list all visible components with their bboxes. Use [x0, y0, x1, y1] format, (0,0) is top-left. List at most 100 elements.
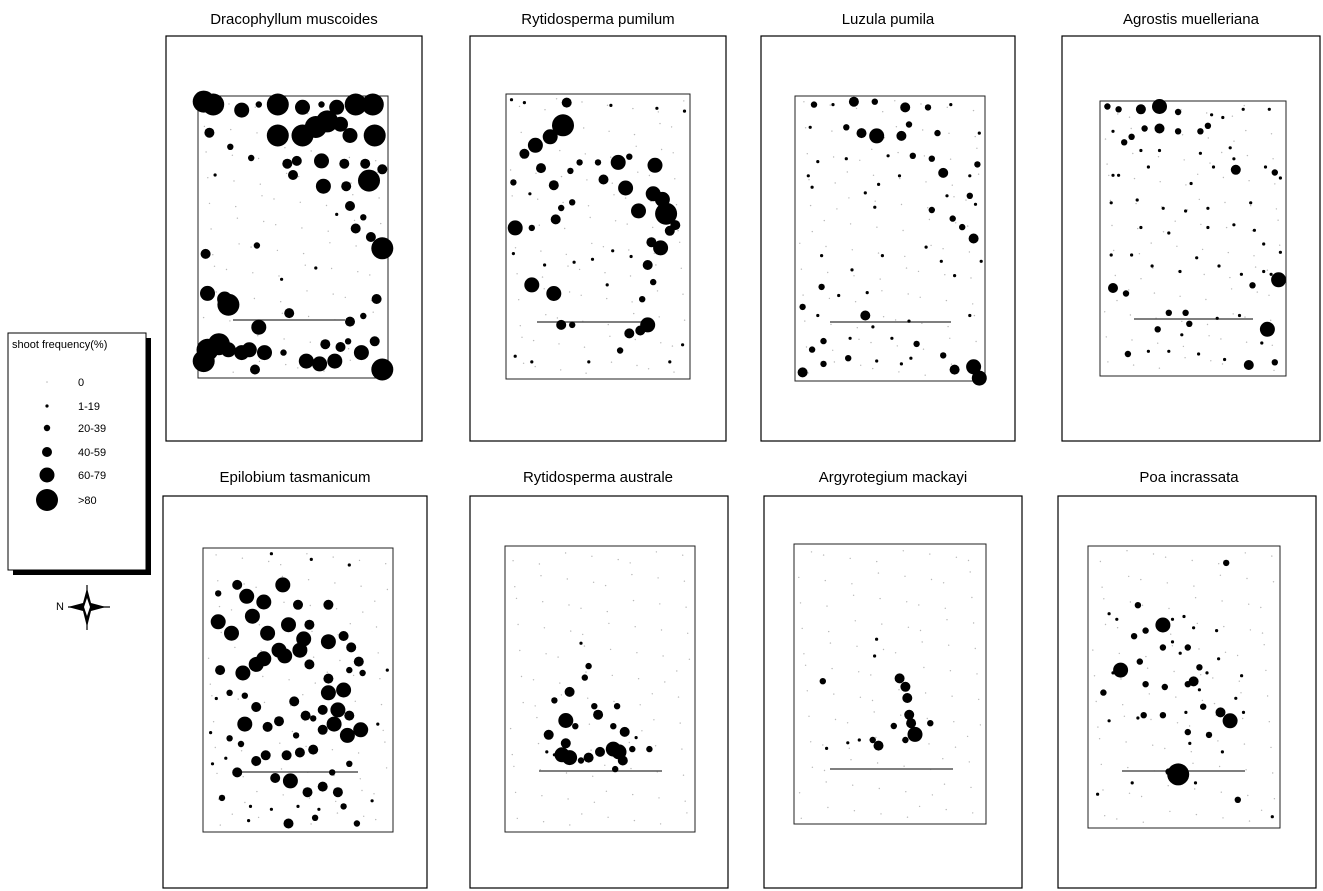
point-zero-64	[215, 291, 217, 293]
point-zero-23	[1272, 158, 1274, 160]
point-zero-62	[357, 271, 359, 273]
point-zero-46	[652, 226, 654, 229]
point-14	[846, 741, 850, 745]
point-32	[1200, 703, 1207, 710]
point-65	[1146, 349, 1150, 353]
point-zero-45	[928, 218, 931, 221]
point-zero-36	[299, 201, 301, 203]
legend-entries: 0 1-19 20-39 40-59 60-79 >80	[36, 377, 106, 511]
point-zero-51	[587, 697, 589, 699]
point-zero-41	[1137, 227, 1139, 230]
point-zero-12	[604, 584, 607, 587]
point-zero-64	[518, 299, 520, 301]
point-23	[339, 158, 350, 169]
point-zero-93	[1222, 817, 1224, 819]
point-52	[820, 337, 827, 345]
point-14	[977, 131, 981, 135]
point-zero-32	[511, 195, 513, 197]
zero-frequency-points	[207, 553, 389, 826]
point-zero-67	[580, 294, 582, 296]
point-zero-37	[339, 659, 341, 662]
point-zero-58	[846, 722, 849, 724]
point-28	[945, 194, 949, 198]
point-zero-9	[824, 579, 826, 582]
point-46	[799, 303, 806, 311]
panel-title: Argyrotegium mackayi	[819, 469, 967, 486]
point-62	[1215, 316, 1219, 320]
point-zero-66	[854, 301, 857, 303]
point-zero-8	[217, 580, 219, 582]
point-zero-15	[386, 588, 389, 591]
panel-title: Poa incrassata	[1139, 469, 1239, 486]
panel-4: Agrostis muelleriana	[1061, 11, 1321, 442]
point-zero-54	[1240, 692, 1242, 694]
point-zero-65	[1128, 289, 1130, 291]
point-2	[234, 102, 250, 118]
point-zero-69	[628, 741, 630, 744]
point-zero-40	[804, 664, 807, 666]
point-zero-61	[330, 267, 333, 270]
point-zero-36	[609, 648, 612, 651]
point-zero-93	[924, 374, 926, 376]
frequency-points	[1096, 559, 1274, 819]
point-zero-19	[871, 148, 873, 150]
point-zero-4	[902, 550, 904, 552]
point-zero-66	[568, 291, 571, 293]
legend-label-4: 60-79	[78, 470, 106, 482]
point-zero-16	[515, 597, 518, 600]
point-18	[510, 179, 517, 186]
point-zero-78	[658, 316, 660, 318]
point-zero-65	[543, 288, 545, 290]
point-zero-66	[253, 297, 256, 300]
panel-outer-frame	[469, 495, 729, 889]
point-11	[224, 625, 239, 641]
point-zero-91	[880, 813, 882, 815]
point-13	[873, 740, 884, 751]
point-zero-61	[917, 270, 920, 273]
point-9	[361, 93, 384, 116]
point-zero-54	[355, 245, 357, 247]
point-zero-35	[1186, 209, 1189, 211]
point-60	[294, 747, 305, 758]
point-21	[968, 174, 972, 178]
point-zero-35	[583, 645, 586, 647]
point-33	[214, 696, 218, 701]
point-zero-0	[512, 560, 514, 562]
point-zero-4	[307, 113, 309, 115]
point-zero-80	[805, 346, 808, 348]
point-zero-1	[241, 557, 244, 559]
point-8	[572, 723, 579, 730]
point-81	[283, 818, 294, 829]
point-16	[844, 157, 848, 161]
point-30	[670, 220, 681, 231]
point-41	[200, 285, 215, 301]
point-zero-69	[332, 293, 334, 295]
point-21	[1228, 146, 1232, 150]
point-zero-24	[517, 623, 519, 626]
point-zero-35	[882, 648, 885, 651]
point-zero-68	[1205, 298, 1207, 301]
point-36	[1249, 201, 1253, 205]
point-58	[260, 750, 271, 761]
point-33	[949, 215, 956, 222]
point-zero-16	[799, 602, 802, 604]
panel-6: Rytidosperma australe	[469, 469, 729, 889]
point-zero-4	[306, 553, 308, 555]
point-zero-27	[881, 623, 883, 625]
point-zero-22	[1248, 603, 1250, 605]
point-zero-55	[1279, 244, 1281, 246]
point-6	[591, 703, 598, 710]
point-zero-57	[1140, 278, 1142, 280]
point-8	[1215, 629, 1219, 633]
point-zero-92	[310, 823, 312, 825]
point-0	[1223, 559, 1230, 567]
point-zero-63	[680, 267, 682, 269]
point-zero-95	[972, 812, 974, 814]
point-zero-56	[509, 727, 512, 730]
frequency-points	[543, 641, 653, 773]
point-zero-80	[1105, 336, 1108, 338]
point-zero-88	[516, 817, 518, 820]
point-zero-27	[1170, 633, 1172, 635]
point-4	[551, 697, 558, 704]
point-zero-12	[1207, 137, 1210, 139]
